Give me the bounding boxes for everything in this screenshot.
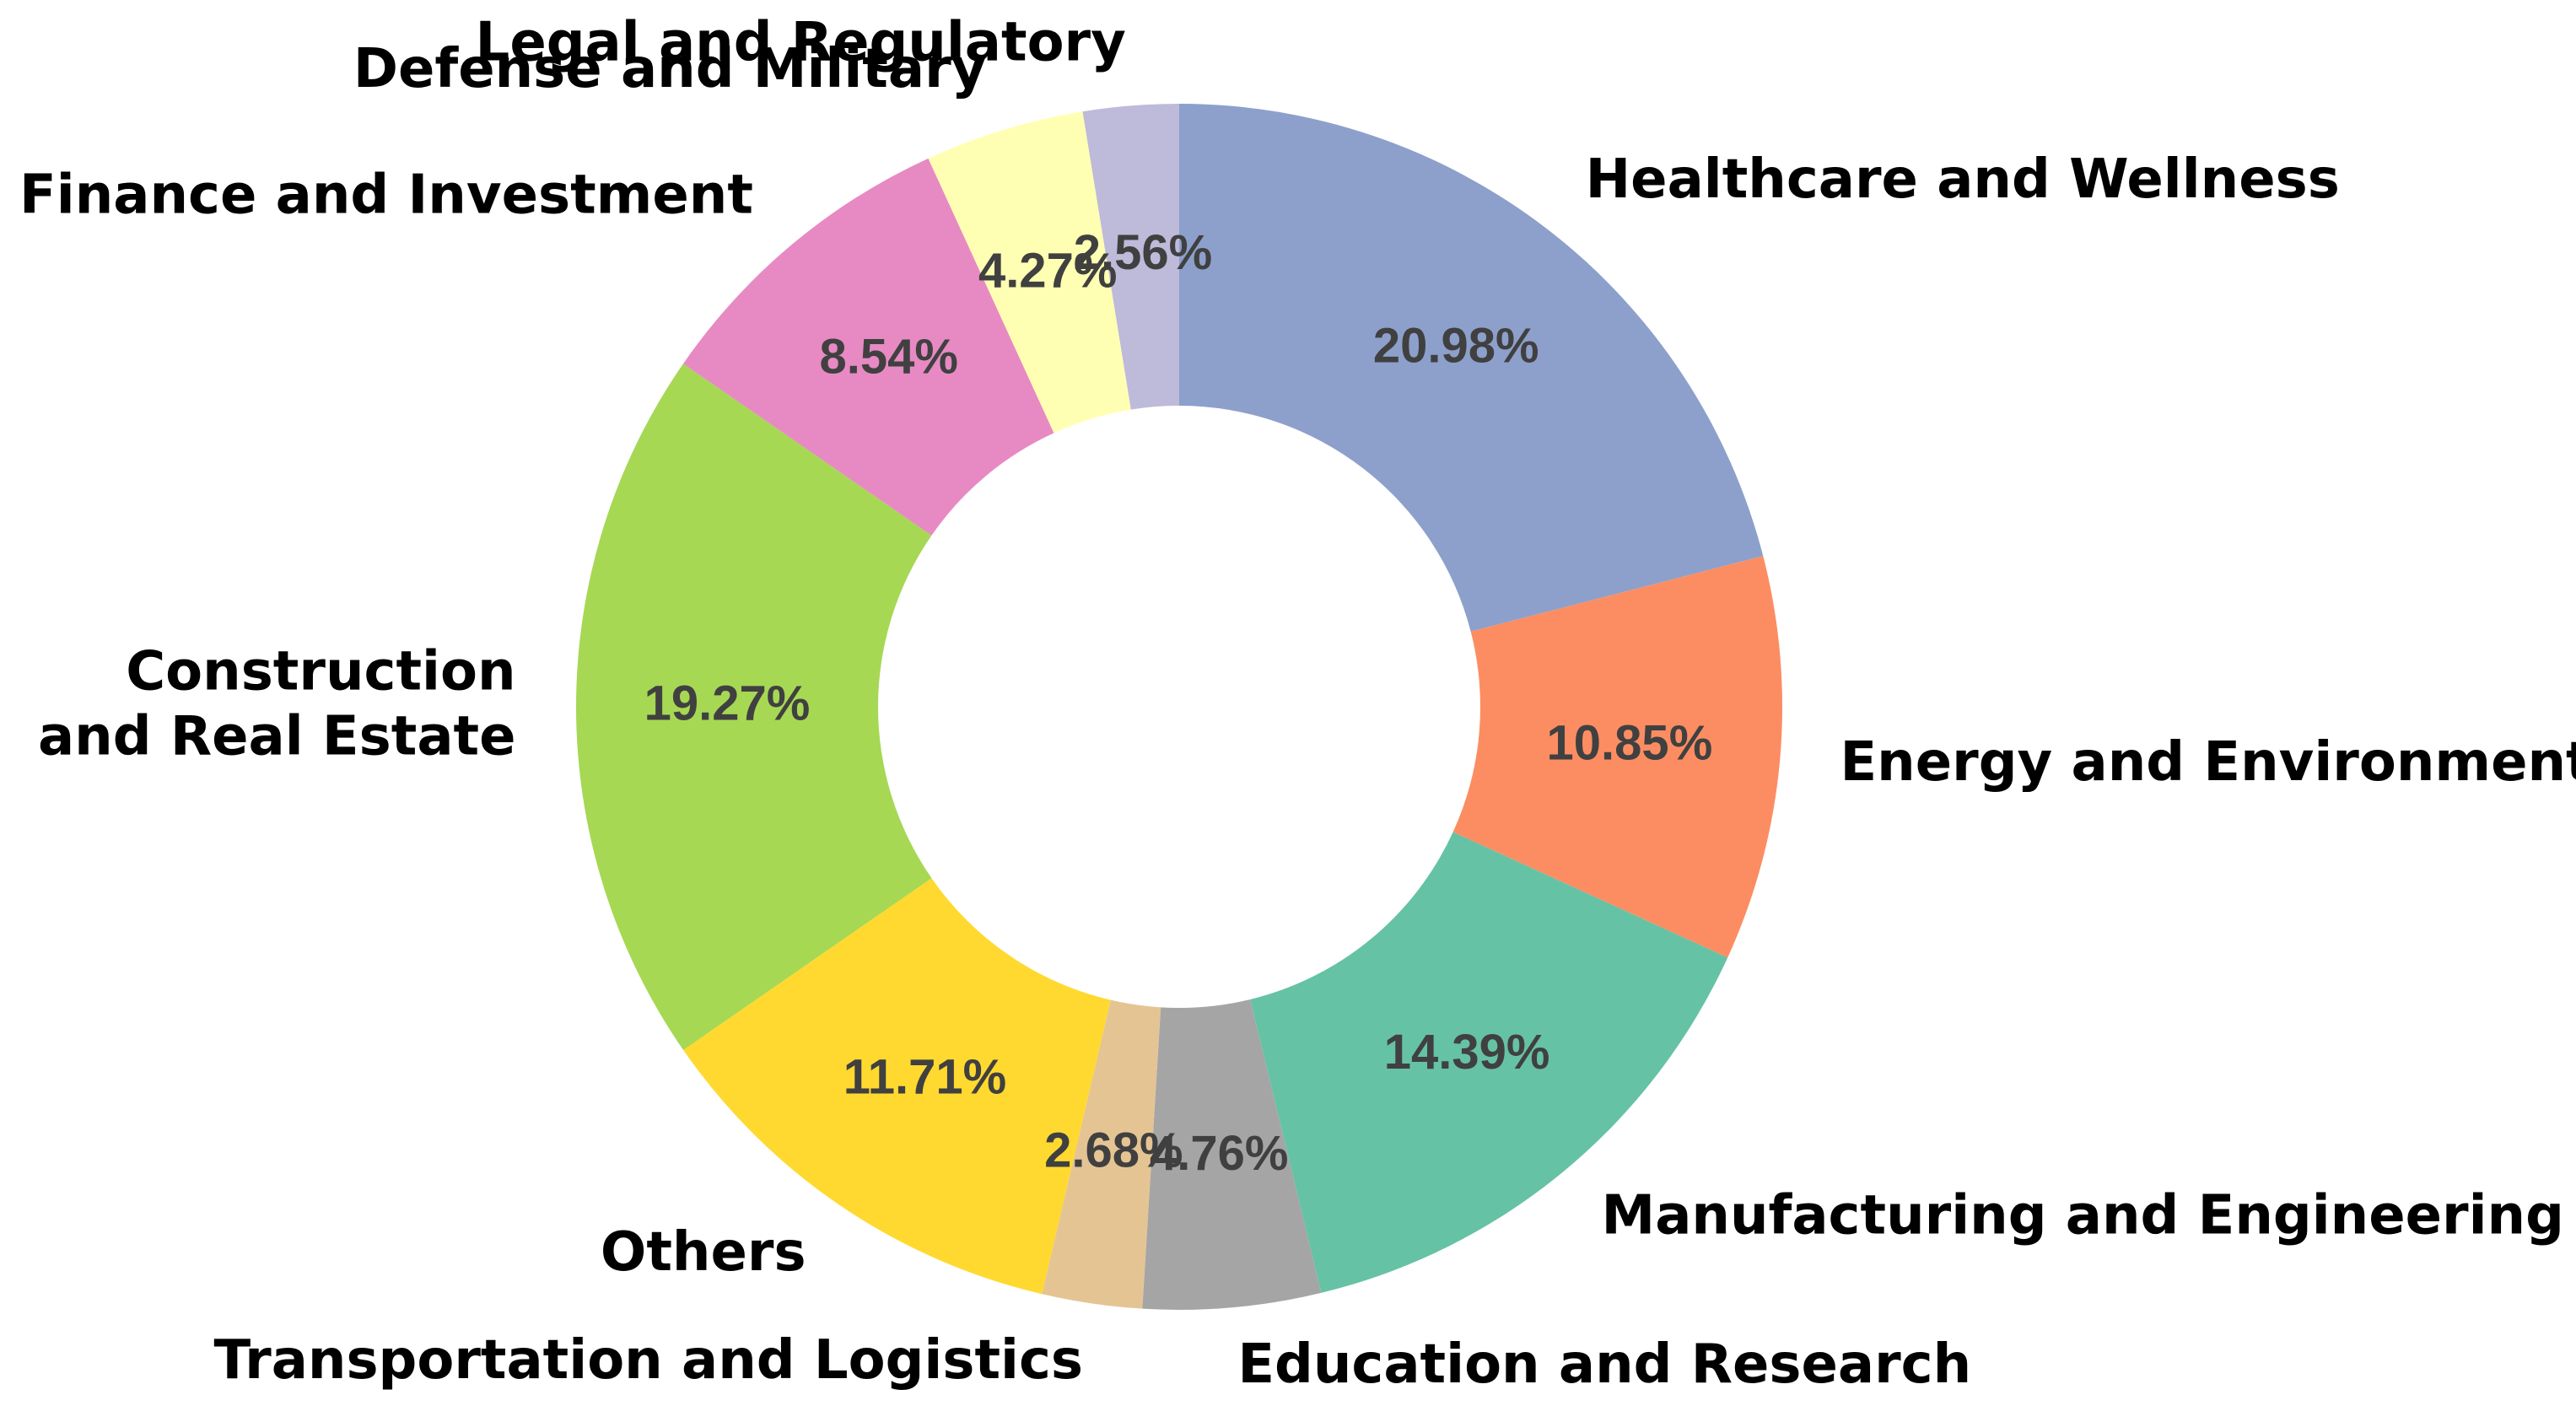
category-label: Healthcare and Wellness	[1586, 148, 2340, 211]
slice	[682, 158, 1054, 536]
slice	[576, 364, 932, 1050]
value-label: 4.76%	[1150, 1126, 1288, 1181]
category-label: Transportation and Logistics	[214, 1329, 1084, 1392]
category-label: Manufacturing and Engineering	[1602, 1184, 2564, 1247]
category-label: Construction and Real Estate	[38, 640, 516, 768]
value-label: 10.85%	[1547, 715, 1713, 770]
slice	[1452, 556, 1782, 958]
value-label: 8.54%	[820, 329, 958, 384]
slice	[928, 111, 1131, 434]
value-label: 11.71%	[843, 1049, 1007, 1104]
category-label: Energy and Environment	[1840, 731, 2576, 794]
value-label: 19.27%	[644, 676, 811, 730]
category-label: Legal and Regulatory	[476, 12, 1126, 74]
slice	[683, 878, 1111, 1295]
value-label: 2.56%	[1074, 225, 1212, 280]
slice	[1179, 104, 1764, 632]
category-label: Education and Research	[1237, 1333, 1971, 1396]
category-label: Others	[601, 1221, 806, 1284]
value-label: 14.39%	[1384, 1025, 1550, 1080]
slice	[1142, 999, 1322, 1310]
slices	[576, 104, 1782, 1310]
value-label: 20.98%	[1373, 319, 1539, 374]
category-label: Defense and Military	[353, 38, 987, 100]
value-label: 2.68%	[1044, 1123, 1183, 1178]
slice	[1250, 832, 1728, 1293]
category-label: Finance and Investment	[19, 164, 753, 227]
slice	[1042, 999, 1161, 1309]
slice	[1082, 104, 1179, 410]
value-label: 4.27%	[978, 243, 1117, 298]
